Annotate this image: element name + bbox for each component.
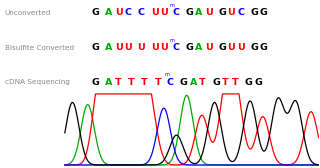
Text: G: G <box>212 78 220 87</box>
Text: U: U <box>205 43 212 52</box>
Text: U: U <box>160 43 168 52</box>
Text: G: G <box>218 8 226 17</box>
Text: T: T <box>155 78 161 87</box>
Text: m: m <box>170 3 175 8</box>
Text: U: U <box>124 43 132 52</box>
Text: G: G <box>260 8 268 17</box>
Text: U: U <box>205 8 212 17</box>
Text: G: G <box>186 43 194 52</box>
Text: A: A <box>189 78 197 87</box>
Text: C: C <box>167 78 174 87</box>
Text: G: G <box>254 78 262 87</box>
Text: G: G <box>245 78 252 87</box>
Text: U: U <box>160 8 168 17</box>
Text: U: U <box>115 8 122 17</box>
Text: G: G <box>92 8 100 17</box>
Text: G: G <box>186 8 194 17</box>
Text: T: T <box>115 78 121 87</box>
Text: m: m <box>164 72 169 77</box>
Text: A: A <box>195 8 203 17</box>
Text: U: U <box>151 8 158 17</box>
Text: T: T <box>231 78 238 87</box>
Text: A: A <box>105 78 113 87</box>
Text: U: U <box>151 43 158 52</box>
Text: Bisulfite Converted: Bisulfite Converted <box>4 45 74 51</box>
Text: C: C <box>172 43 180 52</box>
Text: T: T <box>222 78 228 87</box>
Text: U: U <box>115 43 122 52</box>
Text: U: U <box>237 43 245 52</box>
Text: Unconverted: Unconverted <box>4 10 51 16</box>
Text: C: C <box>172 8 180 17</box>
Text: U: U <box>228 8 235 17</box>
Text: U: U <box>228 43 235 52</box>
Text: G: G <box>251 8 258 17</box>
Text: G: G <box>92 43 100 52</box>
Text: C: C <box>138 8 144 17</box>
Text: G: G <box>260 43 268 52</box>
Text: U: U <box>138 43 145 52</box>
Text: T: T <box>128 78 135 87</box>
Text: A: A <box>105 8 113 17</box>
Text: C: C <box>124 8 131 17</box>
Text: G: G <box>180 78 188 87</box>
Text: T: T <box>199 78 206 87</box>
Text: A: A <box>105 43 113 52</box>
Text: A: A <box>195 43 203 52</box>
Text: m: m <box>170 38 175 43</box>
Text: G: G <box>218 43 226 52</box>
Text: C: C <box>237 8 244 17</box>
Text: T: T <box>141 78 148 87</box>
Text: cDNA Sequencing: cDNA Sequencing <box>4 79 69 85</box>
Text: G: G <box>92 78 100 87</box>
Text: G: G <box>251 43 258 52</box>
